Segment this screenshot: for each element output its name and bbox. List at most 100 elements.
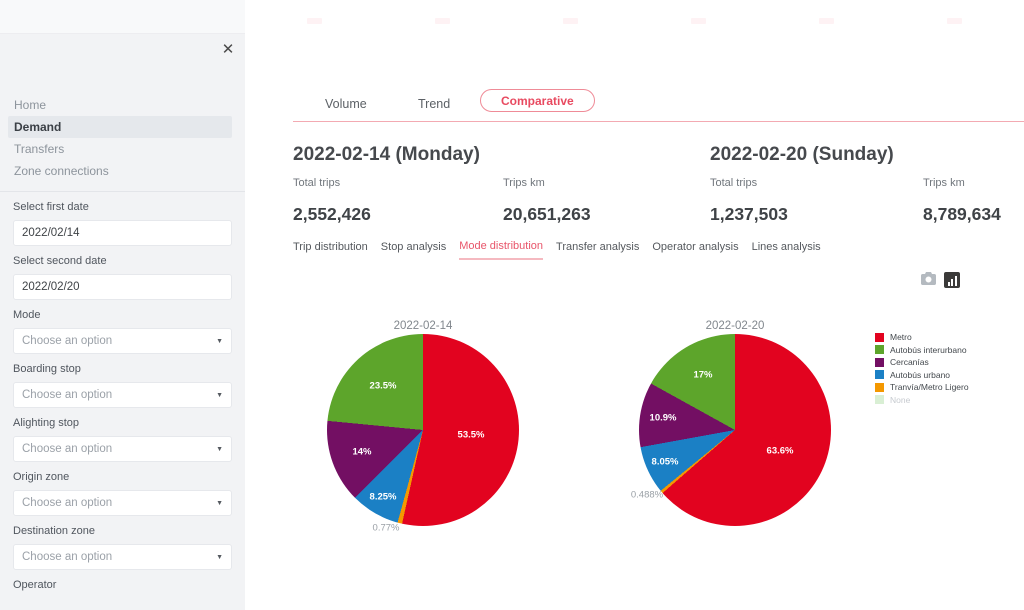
- destination-zone-label: Destination zone: [13, 525, 95, 537]
- filter-second-date: Select second date: [13, 255, 232, 300]
- main-content: Volume Trend Comparative 2022-02-14 (Mon…: [245, 0, 1024, 610]
- legend-label: Autobús interurbano: [890, 344, 967, 355]
- tabs-underline: [293, 121, 1024, 122]
- sidebar-item-transfers[interactable]: Transfers: [14, 142, 65, 156]
- left-total-trips-label: Total trips: [293, 177, 341, 189]
- pie-left-label-cercanias: 14%: [352, 446, 372, 458]
- camera-icon[interactable]: [921, 272, 936, 288]
- legend-label: None: [890, 394, 911, 405]
- filter-destination-zone: Destination zone Choose an option ▼: [13, 525, 232, 570]
- legend-swatch: [875, 382, 884, 392]
- mode-select-placeholder: Choose an option: [22, 335, 113, 347]
- first-date-input[interactable]: [13, 220, 232, 246]
- mode-select[interactable]: Choose an option ▼: [13, 328, 232, 354]
- left-total-trips-value: 2,552,426: [293, 204, 371, 224]
- pie-right-plot[interactable]: [639, 334, 831, 526]
- pie-right-label-metro: 63.6%: [766, 445, 794, 457]
- subtab-lines-analysis[interactable]: Lines analysis: [752, 240, 821, 260]
- topbar-faint-mark: [947, 18, 962, 24]
- legend-label: Tranvía/Metro Ligero: [890, 382, 969, 393]
- subtab-stop-analysis[interactable]: Stop analysis: [381, 240, 446, 260]
- legend-swatch: [875, 395, 884, 405]
- pie-right-label-tranvia: 0.488%: [630, 489, 664, 501]
- alighting-stop-placeholder: Choose an option: [22, 443, 113, 455]
- pie-left-label-bus-urbano: 8.25%: [369, 491, 397, 503]
- pie-right-label-bus-urbano: 8.05%: [651, 456, 679, 468]
- legend-label: Autobús urbano: [890, 369, 951, 380]
- chart-modebar: [921, 272, 960, 288]
- origin-zone-select[interactable]: Choose an option ▼: [13, 490, 232, 516]
- destination-zone-placeholder: Choose an option: [22, 551, 113, 563]
- second-date-input[interactable]: [13, 274, 232, 300]
- analysis-subtabs: Trip distribution Stop analysis Mode dis…: [293, 240, 821, 260]
- first-date-label: Select first date: [13, 201, 89, 213]
- chevron-down-icon: ▼: [216, 337, 223, 345]
- legend-swatch: [875, 357, 884, 367]
- topbar-faint-mark: [691, 18, 706, 24]
- origin-zone-placeholder: Choose an option: [22, 497, 113, 509]
- chevron-down-icon: ▼: [216, 499, 223, 507]
- sidebar-item-zone-connections[interactable]: Zone connections: [14, 164, 109, 178]
- right-trips-km-label: Trips km: [923, 177, 965, 189]
- sidebar-divider: [0, 191, 245, 192]
- chart-legend: Metro Autobús interurbano Cercanías Auto…: [875, 331, 969, 406]
- subtab-transfer-analysis[interactable]: Transfer analysis: [556, 240, 639, 260]
- legend-item-metro[interactable]: Metro: [875, 331, 969, 344]
- pie-chart-left: 2022-02-14 53.5% 0.77% 8.25% 14% 23.5%: [327, 320, 519, 534]
- boarding-stop-placeholder: Choose an option: [22, 389, 113, 401]
- topbar-faint-mark: [307, 18, 322, 24]
- chevron-down-icon: ▼: [216, 553, 223, 561]
- legend-item-autobus-interurbano[interactable]: Autobús interurbano: [875, 344, 969, 357]
- subtab-mode-distribution[interactable]: Mode distribution: [459, 240, 544, 260]
- pie-chart-right: 2022-02-20 63.6% 0.488% 8.05% 10.9% 17%: [631, 320, 831, 526]
- sidebar-nav: Home Demand Transfers Zone connections: [0, 94, 245, 182]
- boarding-stop-select[interactable]: Choose an option ▼: [13, 382, 232, 408]
- alighting-stop-select[interactable]: Choose an option ▼: [13, 436, 232, 462]
- filter-alighting-stop: Alighting stop Choose an option ▼: [13, 417, 232, 462]
- chevron-down-icon: ▼: [216, 445, 223, 453]
- right-total-trips-label: Total trips: [710, 177, 758, 189]
- pie-left-label-bus-interurbano: 23.5%: [369, 380, 397, 392]
- right-total-trips-value: 1,237,503: [710, 204, 788, 224]
- right-trips-km-value: 8,789,634: [923, 204, 1001, 224]
- legend-item-cercanias[interactable]: Cercanías: [875, 356, 969, 369]
- destination-zone-select[interactable]: Choose an option ▼: [13, 544, 232, 570]
- topbar-faint-mark: [819, 18, 834, 24]
- pie-left-plot[interactable]: [327, 334, 519, 526]
- origin-zone-label: Origin zone: [13, 471, 70, 483]
- plotly-logo-icon[interactable]: [944, 272, 960, 288]
- subtab-operator-analysis[interactable]: Operator analysis: [652, 240, 738, 260]
- pie-right-label-cercanias: 10.9%: [649, 412, 677, 424]
- legend-swatch: [875, 370, 884, 380]
- tab-comparative[interactable]: Comparative: [480, 89, 595, 112]
- filter-operator: Operator: [13, 579, 232, 591]
- tab-volume[interactable]: Volume: [325, 97, 367, 111]
- left-trips-km-label: Trips km: [503, 177, 545, 189]
- chevron-down-icon: ▼: [216, 391, 223, 399]
- pie-left-label-tranvia: 0.77%: [372, 522, 400, 534]
- sidebar-item-demand[interactable]: Demand: [8, 116, 232, 138]
- legend-item-none[interactable]: None: [875, 394, 969, 407]
- filter-first-date: Select first date: [13, 201, 232, 246]
- filter-origin-zone: Origin zone Choose an option ▼: [13, 471, 232, 516]
- second-date-label: Select second date: [13, 255, 107, 267]
- tab-trend[interactable]: Trend: [418, 97, 451, 111]
- topbar-faint-mark: [563, 18, 578, 24]
- legend-label: Metro: [890, 332, 912, 343]
- legend-label: Cercanías: [890, 357, 929, 368]
- right-date-heading: 2022-02-20 (Sunday): [710, 144, 894, 165]
- pie-right-label-bus-interurbano: 17%: [693, 369, 713, 381]
- legend-swatch: [875, 345, 884, 355]
- operator-label: Operator: [13, 579, 57, 591]
- left-trips-km-value: 20,651,263: [503, 204, 591, 224]
- alighting-stop-label: Alighting stop: [13, 417, 80, 429]
- close-icon[interactable]: ✕: [218, 40, 238, 60]
- legend-item-tranvia-metro-ligero[interactable]: Tranvía/Metro Ligero: [875, 381, 969, 394]
- legend-item-autobus-urbano[interactable]: Autobús urbano: [875, 369, 969, 382]
- boarding-stop-label: Boarding stop: [13, 363, 81, 375]
- topbar-faint-mark: [435, 18, 450, 24]
- sidebar-item-home[interactable]: Home: [14, 98, 47, 112]
- sidebar: ✕ Home Demand Transfers Zone connections…: [0, 0, 245, 610]
- subtab-trip-distribution[interactable]: Trip distribution: [293, 240, 368, 260]
